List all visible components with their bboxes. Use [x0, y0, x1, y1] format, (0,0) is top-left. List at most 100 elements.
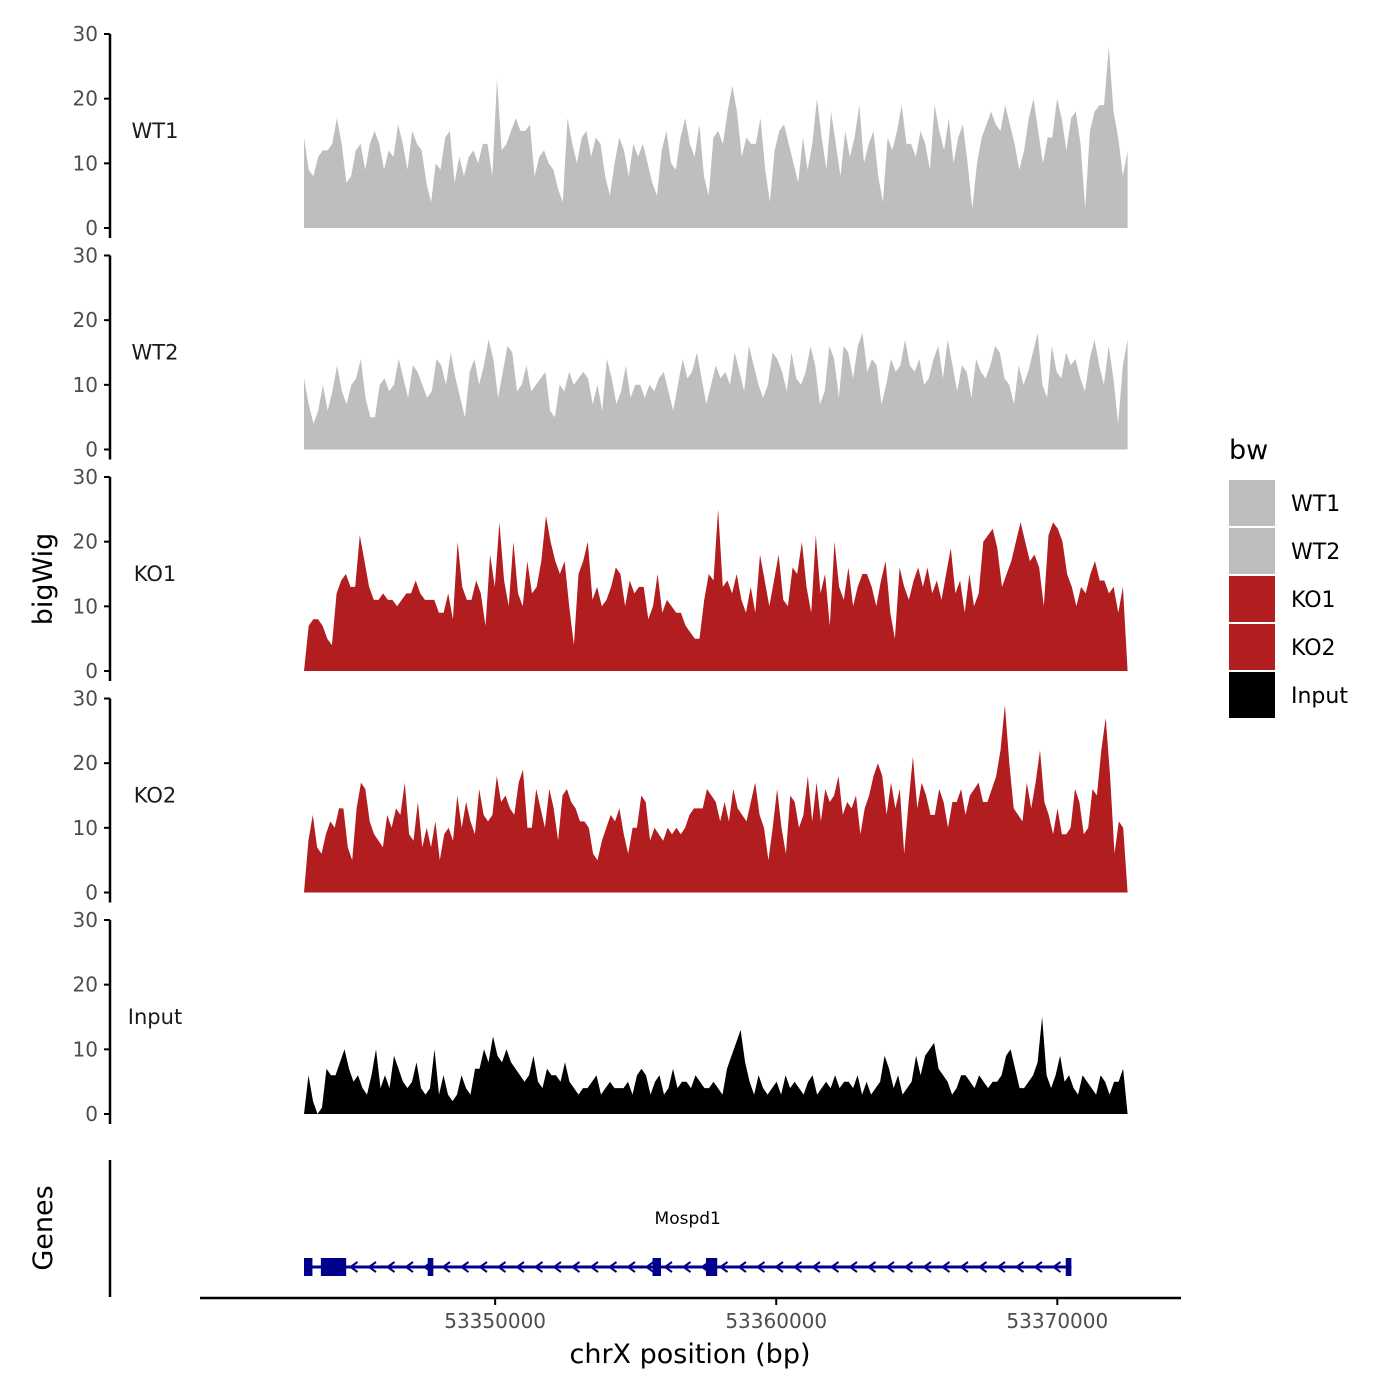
y-tick-label: 10 [73, 816, 98, 840]
strand-arrow [478, 1261, 488, 1273]
legend-swatch-ko2 [1229, 624, 1275, 670]
strand-arrow [367, 1261, 377, 1273]
panel-wt2: 0 10 20 30 WT2 [73, 244, 1128, 462]
y-axis-title: bigWig [28, 533, 59, 626]
y-tick-label: 10 [73, 151, 98, 175]
y-tick-label: 10 [73, 594, 98, 618]
strand-arrow [1014, 1261, 1025, 1273]
area-ko1 [304, 509, 1128, 671]
strand-arrow [385, 1261, 396, 1273]
strand-arrow [607, 1261, 618, 1273]
y-tick-label: 0 [85, 1102, 98, 1126]
strand-arrow [774, 1261, 784, 1273]
strand-arrow [570, 1261, 581, 1273]
legend-label-ko1: KO1 [1291, 588, 1336, 613]
strand-arrow [459, 1261, 470, 1273]
panel-ko1: 0 10 20 30 KO1 [73, 465, 1128, 683]
genes-track [108, 1160, 1072, 1297]
strand-arrow [626, 1261, 636, 1273]
y-tick-label: 20 [73, 973, 98, 997]
track-label-wt1: WT1 [132, 119, 179, 143]
track-label-ko1: KO1 [134, 562, 177, 586]
y-tick-label: 20 [73, 87, 98, 111]
y-tick-label: 20 [73, 308, 98, 332]
y-tick-label: 30 [73, 908, 98, 932]
legend-title: bw [1229, 435, 1268, 466]
x-tick-label: 53350000 [444, 1309, 546, 1333]
y-tick-label: 0 [85, 881, 98, 905]
strand-arrow [533, 1261, 544, 1273]
strand-arrow [681, 1261, 692, 1273]
legend-label-ko2: KO2 [1291, 636, 1336, 661]
y-tick-label: 20 [73, 751, 98, 775]
x-axis: 53350000 53360000 53370000 [200, 1296, 1181, 1333]
strand-arrow [589, 1261, 599, 1273]
strand-arrow [848, 1261, 858, 1273]
x-tick-label: 53360000 [725, 1309, 827, 1333]
strand-arrow [441, 1261, 451, 1273]
y-tick-label: 0 [85, 438, 98, 462]
strand-arrow [1033, 1261, 1043, 1273]
strand-arrow [811, 1261, 821, 1273]
y-tick-label: 0 [85, 659, 98, 683]
area-ko2 [304, 705, 1128, 893]
legend-label-input: Input [1291, 684, 1348, 709]
strand-arrow [644, 1261, 655, 1273]
exon [1065, 1258, 1072, 1276]
legend-swatch-input [1229, 672, 1275, 718]
exon [705, 1258, 718, 1276]
legend-swatch-wt2 [1229, 528, 1275, 574]
area-wt1 [304, 46, 1128, 229]
exon [304, 1258, 313, 1276]
strand-arrow [755, 1261, 766, 1273]
y-tick-label: 30 [73, 687, 98, 711]
tracks-group: 0 10 20 30 WT1 0 10 20 30 WT2 0 10 20 30 KO1 0 10 20 30 KO2… [73, 22, 1128, 1126]
strand-arrow [496, 1261, 507, 1273]
strand-arrow [515, 1261, 525, 1273]
strand-arrow [552, 1261, 562, 1273]
strand-arrow [829, 1261, 840, 1273]
y-tick-label: 10 [73, 1037, 98, 1061]
strand-arrow [940, 1261, 951, 1273]
strand-arrow [959, 1261, 969, 1273]
y-tick-label: 30 [73, 244, 98, 268]
panel-ko2: 0 10 20 30 KO2 [73, 687, 1128, 905]
strand-arrow [996, 1261, 1006, 1273]
y-tick-label: 20 [73, 530, 98, 554]
y-tick-label: 30 [73, 465, 98, 489]
legend: bw WT1 WT2 KO1 KO2 Input [1229, 435, 1348, 718]
strand-arrow [348, 1261, 359, 1273]
strand-arrow [663, 1261, 673, 1273]
strand-arrow [404, 1261, 414, 1273]
panel-wt1: 0 10 20 30 WT1 [73, 22, 1128, 240]
strand-arrow [977, 1261, 988, 1273]
strand-arrow [866, 1261, 877, 1273]
x-axis-title: chrX position (bp) [569, 1339, 810, 1370]
gene-label: Mospd1 [655, 1209, 721, 1229]
area-input [304, 1017, 1128, 1114]
legend-swatch-wt1 [1229, 480, 1275, 526]
strand-arrow [1051, 1261, 1062, 1273]
genes-axis-title: Genes [28, 1185, 59, 1270]
track-label-wt2: WT2 [132, 341, 179, 365]
exon [652, 1258, 661, 1276]
strand-arrow [792, 1261, 803, 1273]
strand-arrow [885, 1261, 895, 1273]
panel-input: 0 10 20 30 Input [73, 908, 1128, 1126]
strand-arrow [922, 1261, 932, 1273]
strand-arrow [718, 1261, 729, 1273]
exon [320, 1258, 347, 1276]
legend-swatch-ko1 [1229, 576, 1275, 622]
strand-arrow [737, 1261, 747, 1273]
y-tick-label: 0 [85, 216, 98, 240]
exon [427, 1258, 434, 1276]
area-wt2 [304, 333, 1128, 450]
y-tick-label: 30 [73, 22, 98, 46]
track-label-ko2: KO2 [134, 784, 177, 808]
legend-label-wt1: WT1 [1291, 492, 1340, 517]
legend-label-wt2: WT2 [1291, 540, 1340, 565]
x-tick-label: 53370000 [1006, 1309, 1108, 1333]
track-label-input: Input [128, 1005, 182, 1029]
y-tick-label: 10 [73, 373, 98, 397]
